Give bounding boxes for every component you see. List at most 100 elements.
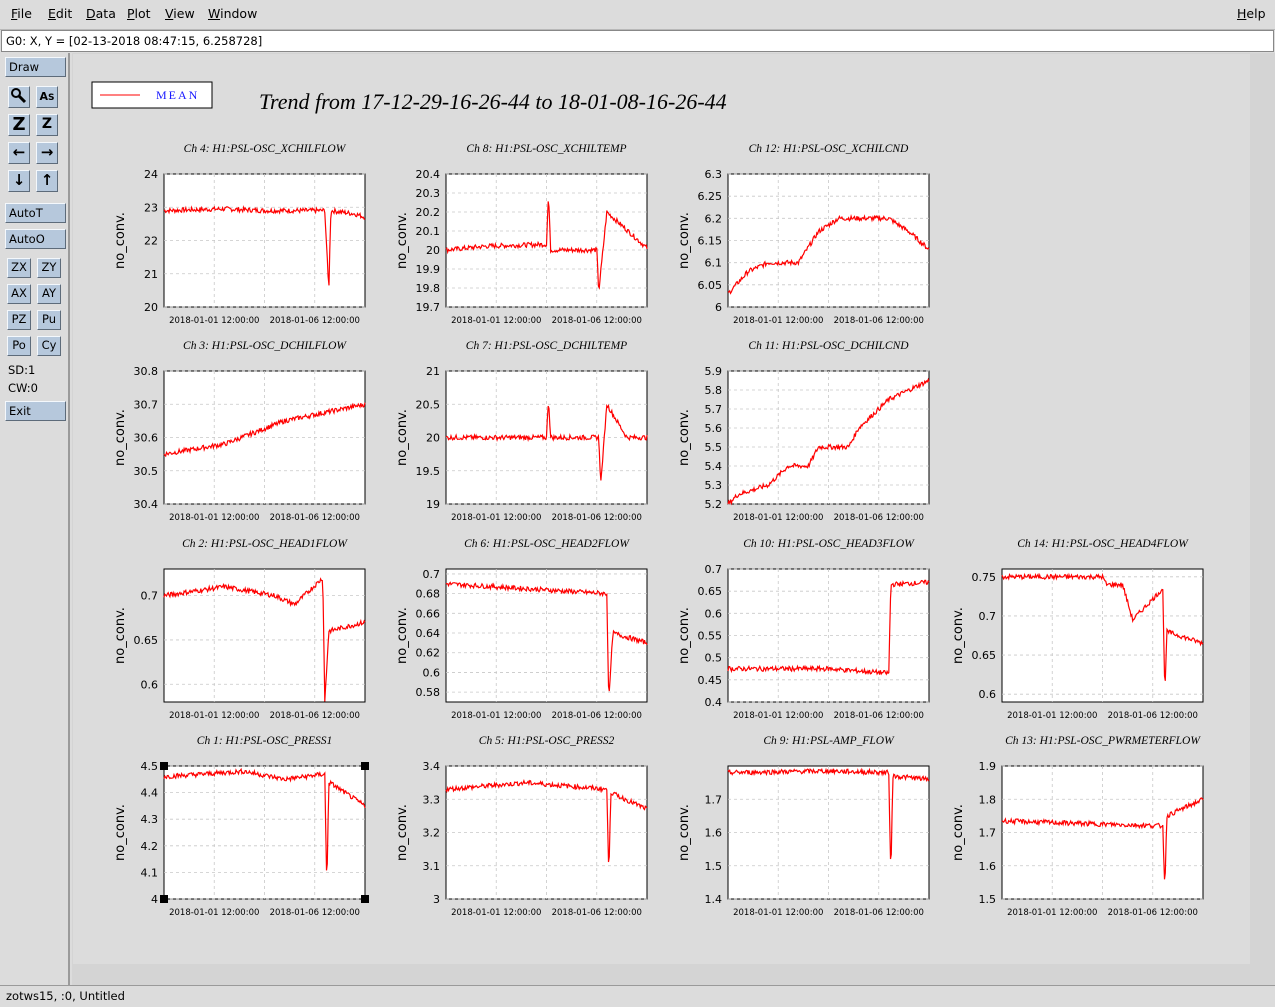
legend-label: MEAN (156, 88, 199, 102)
chart-9[interactable]: Ch 10: H1:PSL-OSC_HEAD3FLOW 0.4 0.45 0.5 0.5… (677, 538, 930, 721)
y-axis-label: no_conv. (951, 607, 966, 664)
y-tick-label: 30.5 (134, 465, 159, 478)
y-tick-label: 0.6 (979, 688, 997, 701)
y-tick-label: 20.2 (416, 206, 441, 219)
y-axis-label: no_conv. (395, 804, 410, 861)
chart-13[interactable]: Ch 9: H1:PSL-AMP_FLOW 1.4 1.5 1.6 1.7 2018-01… (677, 735, 930, 918)
y-axis-label: no_conv. (113, 607, 128, 664)
y-tick-label: 3.1 (423, 860, 441, 873)
chart-1[interactable]: Ch 4: H1:PSL-OSC_XCHILFLOW 20 21 22 23 24 2018… (113, 143, 366, 326)
ay-button[interactable]: AY (37, 284, 61, 304)
y-tick-label: 20 (426, 432, 440, 445)
zoom-in-icon[interactable]: Z (8, 114, 30, 136)
x-tick-label: 2018-01-01 12:00:00 (733, 316, 823, 326)
mean-trace (163, 577, 366, 702)
selection-handle[interactable] (361, 895, 369, 903)
ax-button[interactable]: AX (7, 284, 31, 304)
pu-button[interactable]: Pu (37, 310, 61, 330)
y-tick-label: 1.5 (705, 860, 723, 873)
zoom-icon[interactable] (8, 86, 30, 108)
chart-title: Ch 2: H1:PSL-OSC_HEAD1FLOW (182, 538, 348, 550)
mean-trace (1001, 572, 1204, 681)
arrow-down-icon[interactable]: ↓ (8, 170, 30, 192)
y-tick-label: 20.1 (416, 225, 441, 238)
po-button[interactable]: Po (7, 336, 31, 356)
selection-handle[interactable] (160, 895, 168, 903)
x-tick-label: 2018-01-06 12:00:00 (552, 908, 642, 918)
y-tick-label: 0.6 (141, 678, 159, 691)
chart-2[interactable]: Ch 8: H1:PSL-OSC_XCHILTEMP 19.7 19.8 19.9 20… (395, 143, 648, 326)
chart-title: Ch 4: H1:PSL-OSC_XCHILFLOW (184, 143, 347, 155)
pz-button[interactable]: PZ (7, 310, 31, 330)
chart-title: Ch 9: H1:PSL-AMP_FLOW (763, 735, 895, 747)
y-tick-label: 21 (426, 365, 440, 378)
menu-view[interactable]: View (165, 6, 195, 21)
chart-5[interactable]: Ch 7: H1:PSL-OSC_DCHILTEMP 19 19.5 20 20.5 21… (395, 340, 648, 523)
y-axis-label: no_conv. (677, 409, 692, 466)
chart-12[interactable]: Ch 5: H1:PSL-OSC_PRESS2 3 3.1 3.2 3.3 3.4 2018… (395, 735, 648, 918)
chart-4[interactable]: Ch 3: H1:PSL-OSC_DCHILFLOW 30.4 30.5 30.6 30… (113, 340, 366, 523)
x-tick-label: 2018-01-06 12:00:00 (834, 513, 924, 523)
menu-edit[interactable]: Edit (48, 6, 73, 21)
y-tick-label: 5.5 (705, 441, 723, 454)
chart-14[interactable]: Ch 13: H1:PSL-OSC_PWRMETERFLOW 1.5 1.6 1.7 1… (951, 735, 1204, 918)
arrow-right-icon[interactable]: → (36, 142, 58, 164)
text-icon[interactable]: AS (36, 86, 58, 108)
chart-7[interactable]: Ch 2: H1:PSL-OSC_HEAD1FLOW 0.6 0.65 0.7 2018… (113, 538, 366, 721)
autoo-button[interactable]: AutoO (5, 229, 66, 249)
menu-data[interactable]: Data (86, 6, 116, 21)
y-axis-label: no_conv. (951, 804, 966, 861)
autot-button[interactable]: AutoT (5, 203, 66, 223)
zy-button[interactable]: ZY (37, 258, 61, 278)
menu-plot[interactable]: Plot (127, 6, 151, 21)
menu-window[interactable]: Window (208, 6, 258, 21)
y-tick-label: 30.8 (134, 365, 159, 378)
y-tick-label: 6.15 (698, 235, 723, 248)
plot-canvas[interactable]: MEAN Trend from 17-12-29-16-26-44 to 18-… (72, 53, 1275, 985)
y-tick-label: 0.5 (705, 652, 723, 665)
arrow-up-icon[interactable]: ↑ (36, 170, 58, 192)
x-tick-label: 2018-01-01 12:00:00 (169, 316, 259, 326)
x-tick-label: 2018-01-01 12:00:00 (169, 711, 259, 721)
mean-trace (445, 778, 648, 863)
arrow-left-icon[interactable]: ← (8, 142, 30, 164)
x-tick-label: 2018-01-01 12:00:00 (451, 316, 541, 326)
x-tick-label: 2018-01-01 12:00:00 (733, 711, 823, 721)
chart-title: Ch 1: H1:PSL-OSC_PRESS1 (197, 735, 332, 747)
chart-10[interactable]: Ch 14: H1:PSL-OSC_HEAD4FLOW 0.6 0.65 0.7 0.7… (951, 538, 1204, 721)
plot-canvas-area[interactable]: MEAN Trend from 17-12-29-16-26-44 to 18-… (72, 53, 1275, 985)
y-tick-label: 30.6 (134, 432, 159, 445)
menu-help[interactable]: Help (1237, 6, 1266, 21)
y-axis-label: no_conv. (395, 607, 410, 664)
cw-label: CW:0 (8, 381, 38, 395)
x-tick-label: 2018-01-01 12:00:00 (169, 513, 259, 523)
selection-handle[interactable] (160, 762, 168, 770)
zoom-out-icon[interactable]: Z (36, 114, 58, 136)
chart-8[interactable]: Ch 6: H1:PSL-OSC_HEAD2FLOW 0.58 0.6 0.62 0.6… (395, 538, 648, 721)
exit-button[interactable]: Exit (5, 401, 66, 421)
chart-3[interactable]: Ch 12: H1:PSL-OSC_XCHILCND 6 6.05 6.1 6.15 6.… (677, 143, 930, 326)
chart-11[interactable]: Ch 1: H1:PSL-OSC_PRESS1 4 4.1 4.2 4.3 4.4 4.5 2… (113, 735, 369, 918)
menu-file[interactable]: File (11, 6, 32, 21)
toolbar: Draw AS Z Z ← → ↓ ↑ AutoT AutoO ZX ZY AX… (0, 53, 70, 985)
y-tick-label: 5.9 (705, 365, 723, 378)
mean-trace (727, 377, 930, 506)
y-tick-label: 1.8 (979, 793, 997, 806)
y-tick-label: 3.4 (423, 760, 441, 773)
y-tick-label: 0.58 (416, 686, 441, 699)
y-tick-label: 0.65 (698, 585, 723, 598)
zx-button[interactable]: ZX (7, 258, 31, 278)
x-tick-label: 2018-01-01 12:00:00 (451, 513, 541, 523)
x-tick-label: 2018-01-06 12:00:00 (1108, 908, 1198, 918)
chart-6[interactable]: Ch 11: H1:PSL-OSC_DCHILCND 5.2 5.3 5.4 5.5 5.… (677, 340, 930, 523)
chart-title: Ch 8: H1:PSL-OSC_XCHILTEMP (466, 143, 626, 155)
mean-trace (727, 767, 930, 860)
y-tick-label: 4.5 (141, 760, 159, 773)
legend: MEAN (91, 81, 213, 109)
x-tick-label: 2018-01-01 12:00:00 (733, 513, 823, 523)
x-tick-label: 2018-01-01 12:00:00 (169, 908, 259, 918)
cy-button[interactable]: Cy (37, 336, 61, 356)
selection-handle[interactable] (361, 762, 369, 770)
y-tick-label: 0.7 (141, 590, 159, 603)
draw-button[interactable]: Draw (5, 57, 66, 77)
